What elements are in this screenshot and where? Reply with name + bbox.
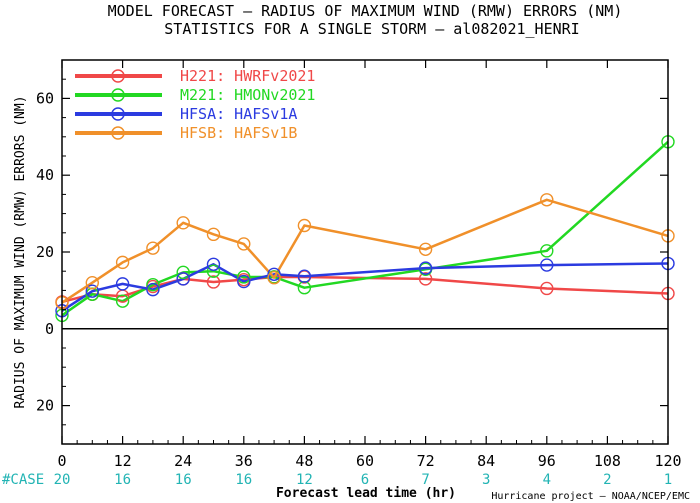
case-count: 1	[664, 472, 672, 488]
data-point-2	[267, 267, 281, 281]
case-count: 12	[296, 472, 313, 488]
case-count: 20	[54, 472, 71, 488]
legend-marker-0	[111, 69, 125, 83]
case-count: 7	[421, 472, 429, 488]
data-point-3	[115, 255, 130, 270]
chart-title: MODEL FORECAST – RADIUS OF MAXIMUM WIND …	[108, 2, 623, 20]
y-tick-label: 40	[36, 166, 54, 184]
data-point-0	[418, 272, 433, 286]
data-point-2	[206, 257, 221, 271]
x-tick-label: 48	[295, 452, 313, 470]
legend-entry-2: HFSA: HAFSv1A	[180, 105, 297, 123]
case-count: 16	[235, 472, 252, 488]
y-axis-label: RADIUS OF MAXIMUM WIND (RMW) ERRORS (NM)	[13, 95, 28, 408]
series-line-0	[61, 275, 669, 304]
legend-marker-2	[111, 107, 125, 121]
y-tick-label: 20	[36, 243, 54, 261]
x-axis-label: Forecast lead time (hr)	[276, 486, 456, 501]
legend-marker-3	[111, 126, 125, 140]
case-count: 16	[175, 472, 192, 488]
legend-entry-0: H221: HWRFv2021	[180, 67, 315, 85]
y-tick-label: 0	[45, 320, 54, 338]
x-tick-label: 24	[174, 452, 192, 470]
chart-subtitle: STATISTICS FOR A SINGLE STORM – al082021…	[164, 20, 579, 38]
data-point-3	[267, 271, 281, 285]
y-tick-label: 60	[36, 89, 54, 107]
case-count: 4	[543, 472, 551, 488]
data-point-2	[146, 282, 160, 297]
legend-entry-1: M221: HMONv2021	[180, 86, 315, 104]
data-point-3	[237, 237, 251, 251]
data-point-1	[115, 294, 130, 308]
case-count: 6	[361, 472, 369, 488]
x-tick-label: 12	[114, 452, 132, 470]
data-point-3	[146, 241, 160, 255]
data-point-1	[206, 264, 221, 278]
data-point-1	[237, 270, 251, 284]
data-point-3	[297, 218, 312, 233]
data-point-3	[418, 242, 433, 257]
credit-text: Hurricane project – NOAA/NCEP/EMC	[491, 491, 690, 502]
y-tick-label: 20	[36, 397, 54, 415]
data-point-2	[540, 258, 554, 272]
data-point-3	[206, 227, 221, 242]
data-point-3	[176, 216, 190, 230]
x-tick-label: 36	[235, 452, 253, 470]
case-count: 3	[482, 472, 490, 488]
data-point-1	[176, 265, 190, 280]
data-point-2	[85, 284, 100, 298]
data-point-0	[206, 275, 221, 289]
case-count: 2	[603, 472, 611, 488]
case-row-label: #CASE	[2, 472, 44, 488]
data-point-2	[418, 261, 433, 275]
x-tick-label: 0	[57, 452, 66, 470]
x-tick-label: 108	[594, 452, 621, 470]
x-tick-label: 72	[417, 452, 435, 470]
legend-marker-1	[111, 88, 125, 102]
legend-entry-3: HFSB: HAFSv1B	[180, 124, 297, 142]
series-line-2	[61, 262, 669, 312]
data-point-3	[85, 276, 100, 290]
data-point-2	[115, 277, 130, 291]
data-point-1	[146, 277, 160, 292]
data-point-1	[540, 244, 554, 258]
x-tick-label: 96	[538, 452, 556, 470]
data-point-2	[297, 269, 312, 283]
data-point-3	[540, 193, 554, 207]
case-count: 16	[114, 472, 131, 488]
plot-frame	[61, 59, 669, 445]
data-point-0	[540, 281, 554, 296]
data-point-2	[176, 272, 190, 286]
data-point-2	[237, 274, 251, 289]
x-tick-label: 120	[654, 452, 681, 470]
x-tick-label: 60	[356, 452, 374, 470]
x-tick-label: 84	[477, 452, 495, 470]
